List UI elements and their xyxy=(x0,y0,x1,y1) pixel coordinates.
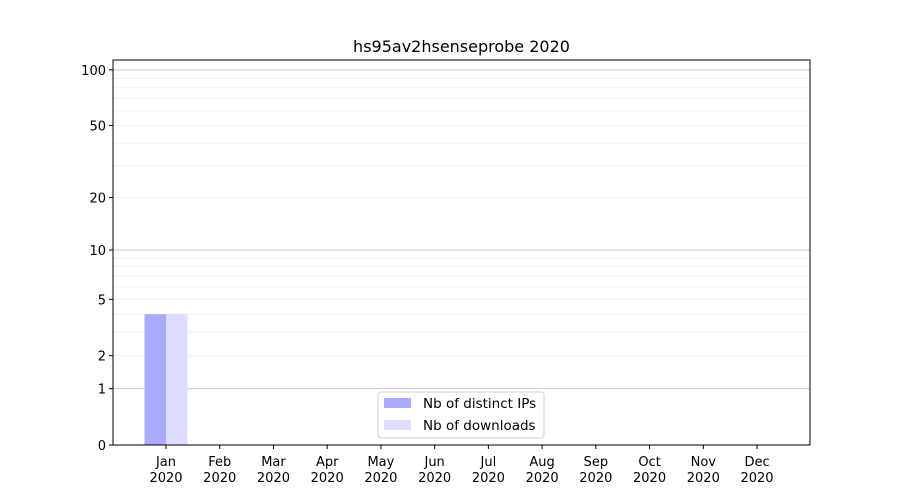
x-tick-label-month: Oct xyxy=(638,455,660,470)
y-tick-label: 1 xyxy=(98,383,106,398)
legend: Nb of distinct IPs Nb of downloads xyxy=(377,391,545,439)
x-tick-label-month: Jul xyxy=(480,455,497,470)
y-axis: 0 1 2 5 10 20 50 100 xyxy=(81,64,113,454)
x-tick-label-year: 2020 xyxy=(364,471,397,486)
legend-label-downloads: Nb of downloads xyxy=(423,418,536,434)
bar-downloads xyxy=(166,314,188,445)
y-tick-label: 0 xyxy=(98,439,106,454)
legend-swatch-downloads xyxy=(384,420,411,430)
y-tick-label: 5 xyxy=(98,293,106,308)
y-tick-label: 20 xyxy=(89,192,106,207)
x-tick-label-month: Mar xyxy=(261,455,286,470)
legend-swatch-distinct-ips xyxy=(384,398,411,408)
x-tick-label-month: Apr xyxy=(316,455,339,470)
x-tick-label-month: Jan xyxy=(155,455,176,470)
x-tick-label-year: 2020 xyxy=(472,471,505,486)
x-tick-label-year: 2020 xyxy=(740,471,773,486)
x-tick-label-year: 2020 xyxy=(418,471,451,486)
legend-label-distinct-ips: Nb of distinct IPs xyxy=(423,396,536,412)
x-tick-label-month: Jun xyxy=(423,455,444,470)
x-tick-label-year: 2020 xyxy=(579,471,612,486)
x-tick-label-year: 2020 xyxy=(311,471,344,486)
x-tick-label-year: 2020 xyxy=(257,471,290,486)
x-tick-label-month: May xyxy=(367,455,394,470)
grid xyxy=(113,69,810,390)
x-tick-label-month: Sep xyxy=(584,455,609,470)
y-tick-label: 10 xyxy=(89,244,106,259)
y-tick-label: 100 xyxy=(81,64,106,79)
x-tick-label-year: 2020 xyxy=(149,471,182,486)
x-tick-label-year: 2020 xyxy=(526,471,559,486)
x-tick-label-month: Aug xyxy=(529,455,554,470)
bars xyxy=(144,314,188,445)
y-tick-label: 2 xyxy=(98,350,106,365)
legend-box xyxy=(377,391,545,439)
x-tick-label-year: 2020 xyxy=(687,471,720,486)
axes-frame xyxy=(112,59,811,446)
x-tick-label-month: Feb xyxy=(208,455,231,470)
x-axis: Jan2020Feb2020Mar2020Apr2020May2020Jun20… xyxy=(149,445,774,486)
bar-distinct-ips xyxy=(144,314,166,445)
x-tick-label-year: 2020 xyxy=(633,471,666,486)
x-tick-label-month: Nov xyxy=(691,455,717,470)
x-tick-label-year: 2020 xyxy=(203,471,236,486)
x-tick-label-month: Dec xyxy=(744,455,769,470)
chart-title: hs95av2hsenseprobe 2020 xyxy=(353,37,570,56)
y-tick-label: 50 xyxy=(89,119,106,134)
